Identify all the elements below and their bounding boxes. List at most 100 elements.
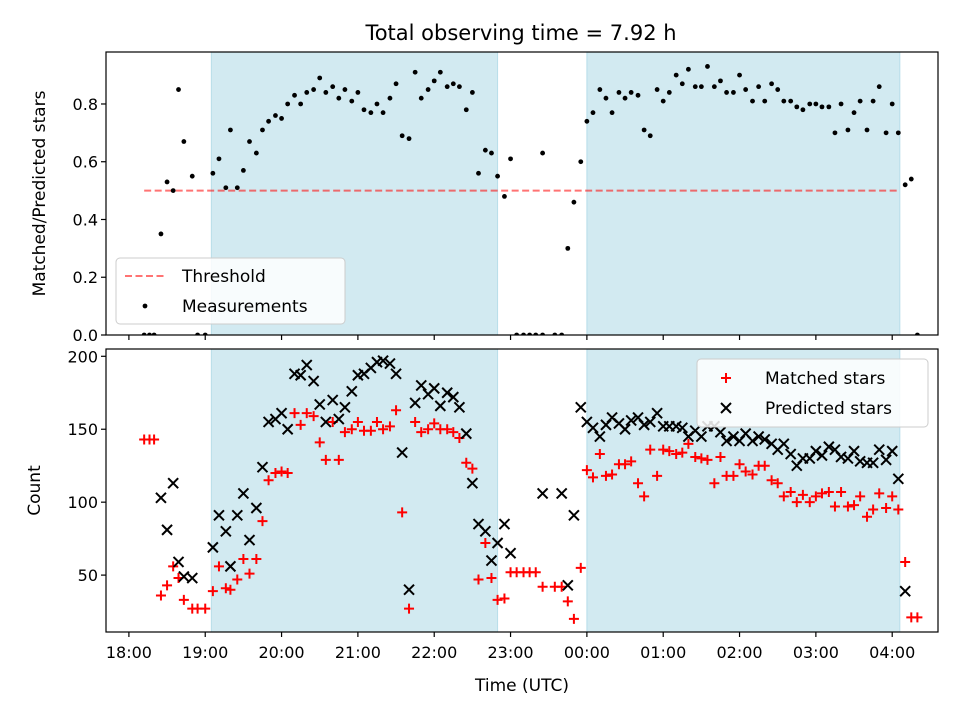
measurement-point	[832, 130, 838, 136]
measurement-point	[368, 110, 374, 116]
measurement-point	[641, 127, 647, 133]
matched-star-point	[492, 594, 503, 605]
x-tick-label: 18:00	[106, 643, 152, 662]
matched-star-point	[620, 459, 631, 470]
predicted-star-point	[619, 423, 631, 435]
measurement-point	[181, 139, 187, 144]
predicted-star-point	[638, 419, 650, 431]
legend-box	[696, 358, 929, 428]
predicted-star-point	[498, 518, 511, 530]
measurement-point	[845, 127, 851, 133]
y-axis-label: Count	[25, 465, 45, 516]
legend: Matched stars Predicted stars	[696, 358, 929, 428]
matched-star-point	[416, 427, 427, 438]
predicted-star-point	[320, 416, 332, 428]
y-tick-label: 150	[67, 420, 98, 439]
matched-star-point	[677, 447, 688, 458]
matched-star-point	[645, 444, 656, 455]
x-tick-label: 22:00	[411, 643, 457, 662]
predicted-star-point	[778, 438, 790, 450]
predicted-star-point	[346, 385, 358, 398]
measurement-point	[705, 64, 710, 69]
x-tick-label: 00:00	[564, 643, 610, 662]
matched-star-point	[874, 488, 885, 499]
matched-star-point	[766, 475, 777, 486]
chart-title: Total observing time = 7.92 h	[364, 21, 676, 45]
measurement-point	[437, 69, 443, 75]
measurement-point	[686, 66, 691, 72]
legend: Threshold Measurements	[115, 257, 346, 325]
matched-star-point	[149, 434, 160, 445]
predicted-star-point	[161, 524, 173, 536]
measurement-point	[380, 110, 386, 116]
measurement-point	[628, 90, 634, 95]
predicted-star-point	[625, 414, 637, 427]
predicted-star-point	[651, 407, 663, 419]
measurement-point	[647, 133, 653, 139]
predicted-star-point	[294, 369, 307, 381]
predicted-star-point	[873, 443, 885, 456]
measurement-point	[502, 193, 507, 199]
predicted-star-point	[333, 413, 345, 425]
matched-star-point	[295, 419, 306, 430]
bottom-panel: 50 100 150 200 18:00 19:00 20:00 21:00 22:00 23:0…	[25, 347, 939, 696]
measurement-point	[876, 84, 882, 90]
predicted-star-point	[301, 359, 313, 371]
measurement-point	[616, 90, 622, 95]
predicted-star-point	[587, 422, 599, 434]
matched-star-point	[594, 449, 605, 460]
matched-star-point	[238, 554, 249, 565]
predicted-star-point	[752, 430, 765, 443]
matched-star-point	[587, 472, 598, 483]
matched-star-point	[683, 438, 694, 449]
predicted-star-point	[536, 487, 549, 500]
matched-star-point	[791, 497, 802, 508]
matched-star-point	[391, 405, 402, 416]
predicted-star-point	[784, 448, 797, 460]
predicted-star-point	[899, 585, 911, 597]
y-tick-label: 0.4	[73, 210, 98, 229]
legend-measurement-swatch	[142, 303, 148, 309]
measurement-point	[870, 98, 876, 104]
matched-star-point	[289, 408, 300, 419]
matched-star-point	[282, 467, 293, 478]
matched-star-point	[244, 568, 255, 579]
predicted-star-point	[485, 554, 498, 567]
matched-star-point	[816, 488, 827, 499]
measurement-point	[826, 104, 832, 110]
predicted-star-point	[434, 400, 447, 412]
y-tick-label: 50	[78, 566, 98, 585]
x-tick-label: 23:00	[487, 643, 533, 662]
measurement-point	[444, 84, 450, 90]
predicted-star-point	[594, 430, 606, 443]
matched-star-point	[562, 596, 573, 607]
predicted-star-point	[562, 579, 574, 592]
matched-star-point	[881, 503, 892, 514]
top-panel: 0.0 0.2 0.4 0.6 0.8 Matched/Predicted stars Th…	[30, 51, 939, 345]
matched-star-point	[690, 451, 701, 462]
matched-star-point	[671, 449, 682, 460]
matched-star-point	[829, 501, 840, 512]
measurement-point	[349, 98, 355, 104]
legend-predicted-label: Predicted stars	[765, 399, 892, 419]
measurement-point	[584, 118, 590, 124]
matched-star-point	[461, 457, 472, 468]
measurement-point	[393, 81, 399, 87]
y-tick-label: 0.2	[73, 268, 98, 287]
measurement-point	[330, 84, 336, 90]
measurement-point	[450, 81, 456, 87]
matched-star-point	[384, 421, 395, 432]
matched-star-point	[581, 465, 592, 476]
matched-star-point	[308, 411, 319, 422]
matched-star-point	[320, 454, 331, 465]
matched-star-point	[365, 425, 376, 436]
legend-matched-label: Matched stars	[765, 369, 885, 389]
predicted-star-point	[167, 477, 179, 489]
predicted-star-point	[186, 572, 198, 584]
matched-star-point	[270, 467, 281, 478]
matched-star-point	[423, 424, 434, 435]
predicted-star-point	[575, 401, 587, 414]
measurement-point	[273, 113, 278, 118]
predicted-star-point	[172, 556, 185, 568]
matched-star-point	[352, 416, 363, 427]
